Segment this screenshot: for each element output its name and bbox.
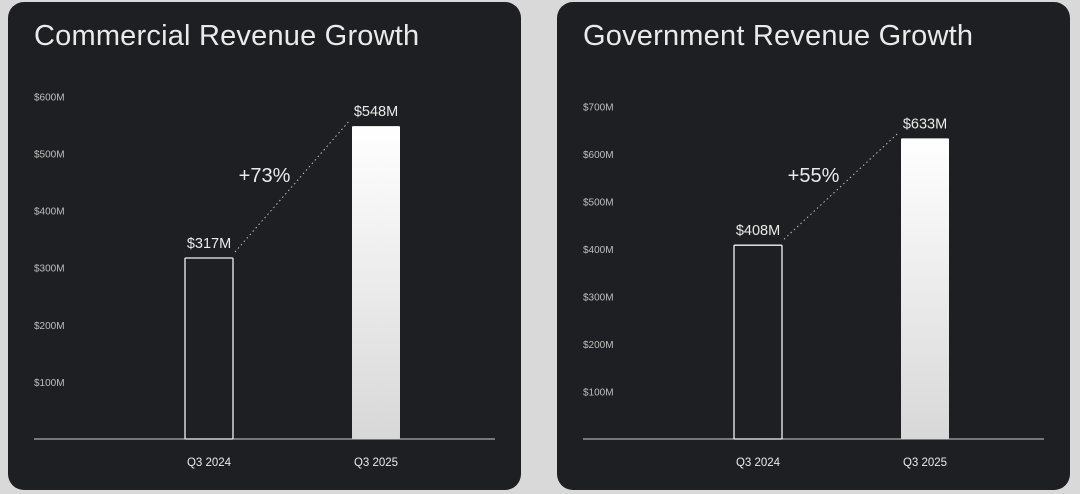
chart-title: Government Revenue Growth [583,20,974,52]
y-tick-label: $300M [34,264,65,275]
bar-q3-2024 [733,244,783,440]
x-tick-label: Q3 2025 [354,457,398,469]
y-tick-label: $600M [34,92,65,103]
government-revenue-panel: Government Revenue Growth $100M $200M $300… [557,2,1070,490]
x-tick-label: Q3 2024 [187,457,232,469]
bar-q3-2024 [184,257,234,440]
y-tick-label: $400M [583,245,614,256]
growth-percentage-label: +55% [788,165,840,187]
bar-q3-2025 [901,138,949,439]
y-tick-label: $500M [583,198,614,209]
y-tick-label: $200M [34,321,65,332]
y-tick-label: $600M [583,150,614,161]
bar-q3-2025 [352,126,400,439]
commercial-revenue-panel: Commercial Revenue Growth $100M $200M $300… [8,2,521,490]
bar-value-label: $408M [736,223,780,239]
y-tick-label: $700M [583,103,614,114]
x-tick-label: Q3 2024 [736,457,781,469]
growth-connector [783,131,900,240]
y-tick-label: $100M [583,388,614,399]
y-tick-label: $300M [583,293,614,304]
y-tick-label: $200M [583,340,614,351]
y-tick-label: $100M [34,378,65,389]
growth-percentage-label: +73% [239,165,291,187]
bar-value-label: $548M [354,104,398,120]
bar-value-label: $317M [187,236,231,252]
chart-title: Commercial Revenue Growth [34,20,420,52]
x-tick-label: Q3 2025 [903,457,947,469]
y-tick-label: $400M [34,207,65,218]
government-revenue-chart: $100M $200M $300M $400M $500M $600M $700M $408M… [583,103,1044,469]
y-tick-label: $500M [34,150,65,161]
commercial-revenue-chart: $100M $200M $300M $400M $500M $600M $317M Q3 20… [34,92,495,469]
bar-value-label: $633M [903,116,947,132]
